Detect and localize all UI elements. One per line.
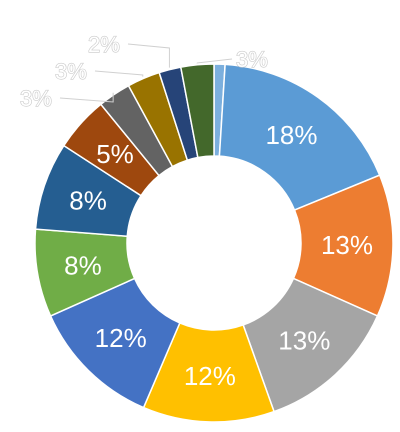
donut-slices xyxy=(34,63,394,423)
slice-1 xyxy=(218,63,381,211)
leader-line-12 xyxy=(196,58,233,64)
data-label-7: 8% xyxy=(69,185,107,215)
slice-12 xyxy=(179,63,215,159)
data-label-3: 13% xyxy=(278,326,330,356)
data-label-4: 12% xyxy=(184,361,236,391)
data-label-8: 5% xyxy=(96,139,134,169)
data-label-1: 18% xyxy=(265,120,317,150)
data-labels: 18%13%13%12%12%8%8%5%3%3%2%3% xyxy=(19,31,373,391)
data-label-6: 8% xyxy=(64,251,102,281)
data-label-2: 13% xyxy=(321,230,373,260)
data-label-12: 3% xyxy=(236,47,268,72)
data-label-10: 3% xyxy=(55,59,87,84)
leader-line-10 xyxy=(94,70,144,77)
data-label-11: 2% xyxy=(88,32,120,57)
data-label-5: 12% xyxy=(95,323,147,353)
data-label-9: 3% xyxy=(20,86,52,111)
leader-line-9 xyxy=(59,92,114,103)
leader-lines xyxy=(59,43,233,103)
leader-line-11 xyxy=(127,43,170,68)
